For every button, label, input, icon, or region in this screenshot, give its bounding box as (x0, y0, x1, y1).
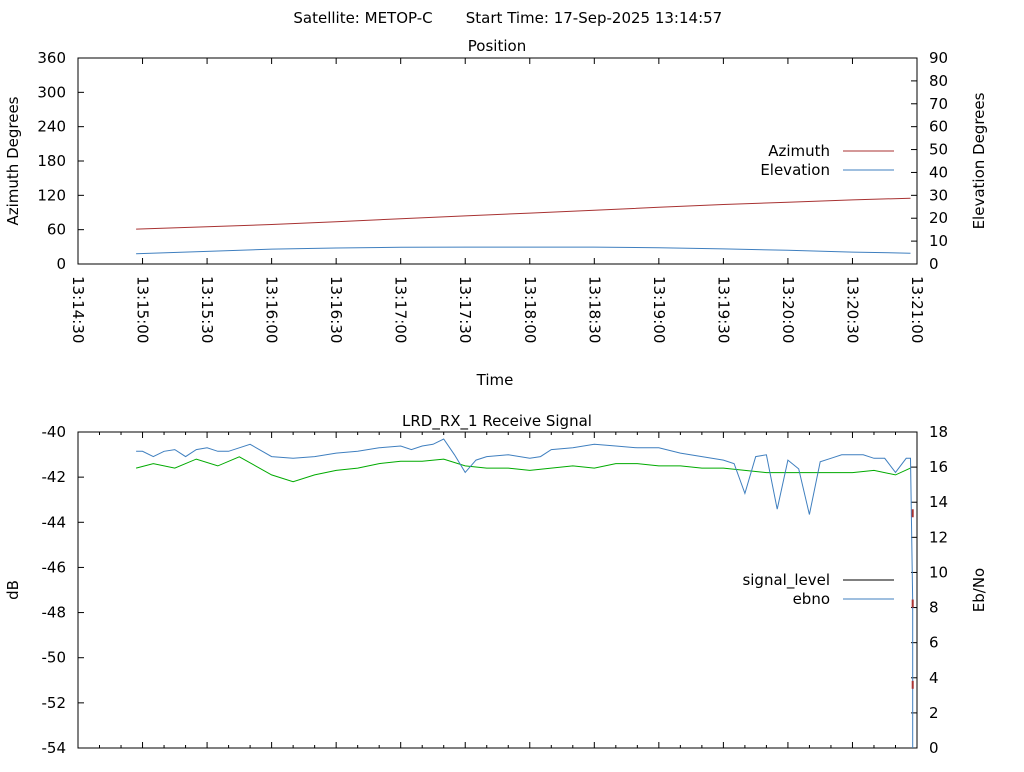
ebno-line (136, 438, 914, 748)
x-tick-label: 13:18:00 (521, 276, 539, 343)
position-legend: Azimuth Elevation (760, 142, 894, 179)
position-series (136, 197, 911, 255)
x-tick-label: 13:17:30 (456, 276, 474, 343)
time-axis-label: Time (476, 371, 514, 389)
x-tick-label: 13:20:30 (843, 276, 861, 343)
y-tick-label: -50 (42, 649, 67, 667)
receive-plot-frame (77, 431, 918, 749)
y-tick-label: -52 (42, 694, 67, 712)
y2-tick-label: 2 (929, 704, 939, 722)
y-tick-label: -54 (42, 739, 67, 757)
position-x-axis: 13:14:30 13:15:00 13:15:30 13:16:00 13:16:30… (69, 58, 926, 343)
azimuth-axis-label: Azimuth Degrees (4, 96, 22, 225)
y2-tick-label: 14 (929, 493, 948, 511)
y2-tick-label: 12 (929, 528, 948, 546)
x-tick-label: 13:16:00 (263, 276, 281, 343)
receive-signal-chart: LRD_RX_1 Receive Signal -54-52-50-48-46-… (4, 412, 988, 757)
y2-tick-label: 0 (929, 739, 939, 757)
x-tick-label: 13:19:00 (650, 276, 668, 343)
x-tick-label: 13:16:30 (327, 276, 345, 343)
y-tick-label: 300 (37, 83, 66, 101)
x-tick-label: 13:19:30 (714, 276, 732, 343)
receive-y-axis: -54 -52 -50 -48 -46 -44 -42 -40 (42, 423, 84, 757)
ebno-axis-label: Eb/No (970, 568, 988, 612)
signal-trace-line (135, 456, 911, 483)
y-tick-label: -40 (42, 423, 67, 441)
satellite-label: Satellite: METOP-C (293, 9, 432, 27)
x-tick-label: 13:14:30 (69, 276, 87, 343)
y2-tick-label: 18 (929, 423, 948, 441)
position-y2-axis: 0 10 20 30 40 50 60 70 80 90 (911, 49, 948, 273)
x-tick-label: 13:20:00 (779, 276, 797, 343)
y2-tick-label: 40 (929, 163, 948, 181)
position-chart: Position 13:14:30 13:15:00 13:15:30 13:16:0… (4, 37, 988, 389)
y2-tick-label: 70 (929, 95, 948, 113)
y2-tick-label: 10 (929, 563, 948, 581)
azimuth-line (136, 197, 911, 230)
y-tick-label: 120 (37, 186, 66, 204)
y2-tick-label: 6 (929, 634, 939, 652)
y-tick-label: -46 (42, 558, 67, 576)
y-tick-label: -44 (42, 513, 67, 531)
y-tick-label: -48 (42, 604, 67, 622)
y2-tick-label: 80 (929, 72, 948, 90)
start-time-label: Start Time: 17-Sep-2025 13:14:57 (466, 9, 722, 27)
y2-tick-label: 16 (929, 458, 948, 476)
y2-tick-label: 20 (929, 209, 948, 227)
legend-azimuth-label: Azimuth (768, 142, 830, 160)
receive-series (135, 438, 914, 748)
y-tick-label: 0 (56, 255, 66, 273)
x-tick-label: 13:17:00 (392, 276, 410, 343)
db-axis-label: dB (4, 580, 22, 600)
legend-elevation-label: Elevation (760, 161, 830, 179)
elevation-axis-label: Elevation Degrees (970, 92, 988, 229)
y2-tick-label: 30 (929, 186, 948, 204)
y2-tick-label: 90 (929, 49, 948, 67)
x-tick-label: 13:21:00 (908, 276, 926, 343)
legend-signal-level-label: signal_level (742, 571, 830, 590)
position-chart-title: Position (468, 37, 526, 55)
receive-legend: signal_level ebno (742, 571, 894, 608)
y2-tick-label: 10 (929, 232, 948, 250)
y-tick-label: -42 (42, 468, 67, 486)
receive-x-axis (77, 432, 918, 748)
receive-signal-chart-title: LRD_RX_1 Receive Signal (402, 412, 592, 431)
position-y-axis: 0 60 120 180 240 300 360 (37, 49, 84, 273)
x-tick-label: 13:18:30 (585, 276, 603, 343)
y2-tick-label: 4 (929, 669, 939, 687)
y2-tick-label: 60 (929, 118, 948, 136)
y2-tick-label: 50 (929, 141, 948, 159)
y-tick-label: 360 (37, 49, 66, 67)
y-tick-label: 240 (37, 118, 66, 136)
receive-y2-axis: 0 2 4 6 8 10 12 14 16 18 (911, 423, 948, 757)
legend-ebno-label: ebno (793, 590, 830, 608)
y2-tick-label: 8 (929, 599, 939, 617)
x-tick-label: 13:15:30 (198, 276, 216, 343)
y-tick-label: 60 (47, 221, 66, 239)
elevation-line (136, 246, 911, 255)
y-tick-label: 180 (37, 152, 66, 170)
y2-tick-label: 0 (929, 255, 939, 273)
x-tick-label: 13:15:00 (134, 276, 152, 343)
